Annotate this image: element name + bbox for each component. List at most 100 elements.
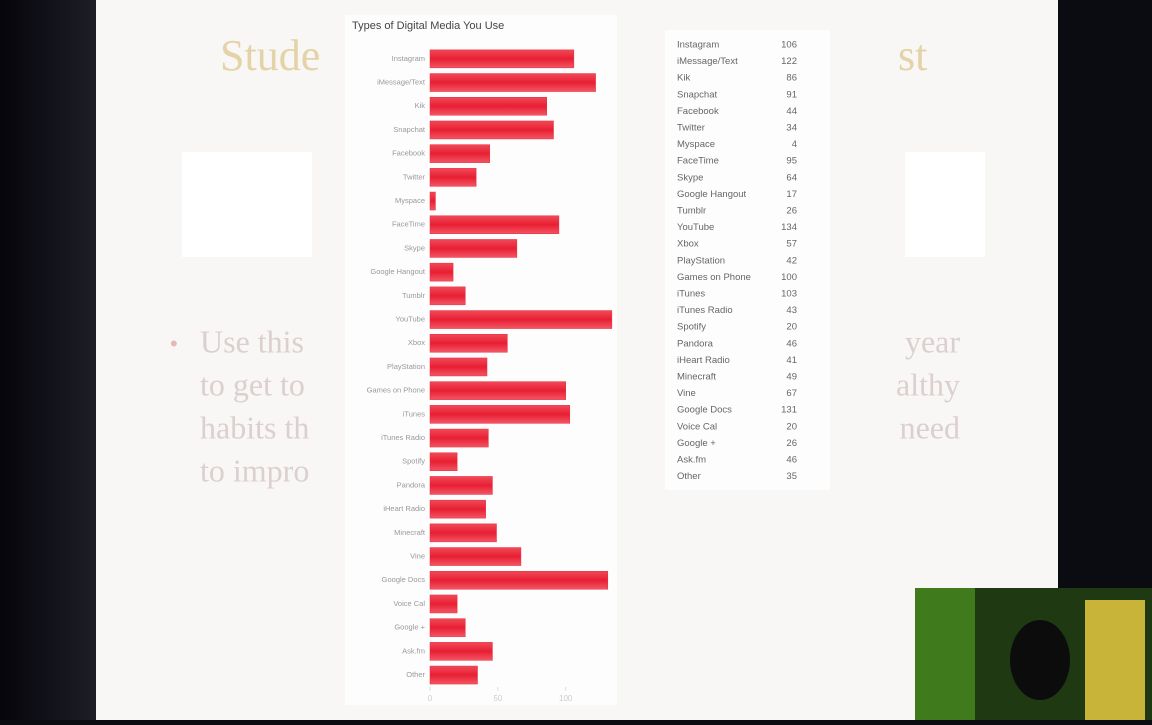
slide-box	[905, 152, 985, 257]
y-tick-label: Tumblr	[402, 291, 426, 300]
table-category: Twitter	[677, 123, 705, 134]
table-category: Google Docs	[677, 405, 732, 416]
slide-title: st	[898, 31, 927, 80]
bullet-text: to impro	[200, 452, 309, 488]
bar	[429, 594, 458, 614]
y-tick-label: Twitter	[403, 172, 426, 181]
y-tick-label: Vine	[410, 552, 425, 561]
table-count: 46	[786, 455, 797, 466]
table-count: 64	[786, 172, 797, 183]
y-tick-label: Pandora	[397, 480, 426, 489]
y-tick-label: iTunes	[403, 409, 425, 418]
table-count: 86	[786, 73, 797, 84]
table-category: Kik	[677, 73, 690, 84]
table-count: 95	[786, 156, 797, 167]
table-category: YouTube	[677, 222, 714, 233]
table-count: 134	[781, 222, 797, 233]
webcam-curtain	[1085, 600, 1145, 720]
table-category: Instagram	[677, 40, 719, 51]
bar	[429, 215, 560, 234]
bar	[429, 476, 493, 495]
table-count: 103	[781, 289, 797, 300]
bar	[429, 144, 490, 163]
table-count: 44	[786, 106, 797, 117]
table-category: Games on Phone	[677, 272, 751, 283]
bullet-text: althy	[896, 366, 960, 402]
table-category: Other	[677, 471, 701, 482]
table-count: 49	[786, 372, 797, 383]
table-category: FaceTime	[677, 156, 719, 167]
table-count: 26	[786, 438, 797, 449]
table-category: Google Hangout	[677, 189, 747, 200]
y-tick-label: Google +	[394, 623, 425, 632]
y-tick-label: Spotify	[402, 457, 425, 466]
table-count: 20	[786, 421, 797, 432]
y-tick-label: PlayStation	[387, 362, 425, 371]
table-count: 41	[786, 355, 797, 366]
chart-title: Types of Digital Media You Use	[352, 20, 504, 32]
table-category: Snapchat	[677, 89, 718, 100]
table-category: PlayStation	[677, 255, 725, 266]
table-count: 100	[781, 272, 797, 283]
bar	[429, 665, 478, 685]
table-count: 46	[786, 338, 797, 349]
bullet-dot: •	[170, 331, 178, 356]
table-count: 131	[781, 405, 797, 416]
bar	[429, 73, 596, 92]
bar	[429, 405, 571, 424]
bullet-text: year	[905, 323, 960, 359]
table-category: Myspace	[677, 139, 715, 150]
y-tick-label: Instagram	[392, 54, 425, 63]
table-count: 26	[786, 206, 797, 217]
y-tick-label: Ask.fm	[402, 646, 425, 655]
table-count: 67	[786, 388, 797, 399]
bullet-text: habits th	[200, 409, 309, 445]
y-tick-label: Myspace	[395, 196, 425, 205]
bar	[429, 428, 489, 448]
bar	[429, 191, 436, 211]
left-edge	[0, 0, 98, 720]
bar	[429, 120, 554, 140]
bar	[429, 239, 518, 258]
x-tick-label: 0	[428, 694, 433, 703]
bar	[429, 286, 466, 306]
bar	[429, 262, 454, 282]
slide-box	[182, 152, 312, 257]
bar	[429, 618, 466, 637]
y-tick-label: iTunes Radio	[381, 433, 425, 442]
y-tick-label: Voice Cal	[393, 599, 425, 608]
table-category: Vine	[677, 388, 696, 399]
y-tick-label: Google Hangout	[370, 267, 426, 276]
bar	[429, 547, 522, 566]
slide-title: Stude	[220, 31, 320, 80]
table-category: Skype	[677, 172, 703, 183]
table-count: 106	[781, 40, 797, 51]
y-tick-label: FaceTime	[392, 220, 425, 229]
table-count: 20	[786, 322, 797, 333]
bullet-text: Use this	[200, 323, 304, 359]
bar	[429, 452, 458, 471]
table-category: iMessage/Text	[677, 56, 738, 67]
y-tick-label: iHeart Radio	[383, 504, 425, 513]
table-category: Pandora	[677, 338, 714, 349]
table-category: Voice Cal	[677, 421, 717, 432]
bar	[429, 523, 497, 543]
bar	[429, 381, 566, 400]
table-panel	[665, 30, 830, 490]
bar	[429, 357, 488, 377]
y-tick-label: Other	[406, 670, 425, 679]
table-count: 57	[786, 239, 797, 250]
table-category: Facebook	[677, 106, 719, 117]
table-count: 122	[781, 56, 797, 67]
webcam-wall	[915, 588, 975, 720]
table-count: 17	[786, 189, 797, 200]
table-count: 35	[786, 471, 797, 482]
y-tick-label: Kik	[415, 101, 426, 110]
table-category: Spotify	[677, 322, 706, 333]
table-category: Google +	[677, 438, 716, 449]
bullet-text: need	[900, 409, 960, 445]
bar	[429, 499, 486, 519]
table-category: iTunes Radio	[677, 305, 733, 316]
table-category: iHeart Radio	[677, 355, 730, 366]
